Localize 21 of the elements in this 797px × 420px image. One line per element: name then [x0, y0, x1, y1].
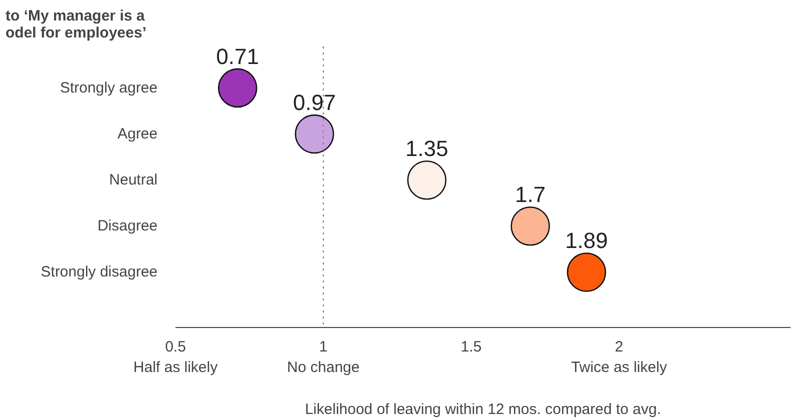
point — [407, 160, 446, 200]
point — [294, 114, 334, 154]
data-label: 1.35 — [405, 136, 448, 162]
y-tick-label: Strongly agree — [60, 79, 158, 96]
x-axis-title: Likelihood of leaving within 12 mos. compared to avg. — [304, 400, 662, 418]
y-tick-label: Strongly disagree — [40, 264, 158, 281]
point — [566, 252, 606, 292]
data-label: 0.97 — [293, 90, 336, 116]
x-tick-label: 1 No change — [287, 338, 360, 376]
x-tick-label: 2 Twice as likely — [571, 338, 668, 376]
y-tick-label: Disagree — [97, 218, 158, 235]
point — [510, 206, 550, 246]
y-tick-label: Agree — [117, 126, 158, 143]
chart-title: to ‘My manager is a odel for employees’ — [6, 8, 146, 42]
data-label: 1.7 — [515, 182, 546, 208]
x-tick-label: 0.5 Half as likely — [133, 338, 218, 376]
x-tick-label: 1.5 — [460, 338, 482, 356]
point — [218, 68, 258, 108]
data-label: 1.89 — [565, 228, 608, 254]
data-label: 0.71 — [216, 44, 260, 69]
y-tick-label: Neutral — [109, 172, 158, 189]
